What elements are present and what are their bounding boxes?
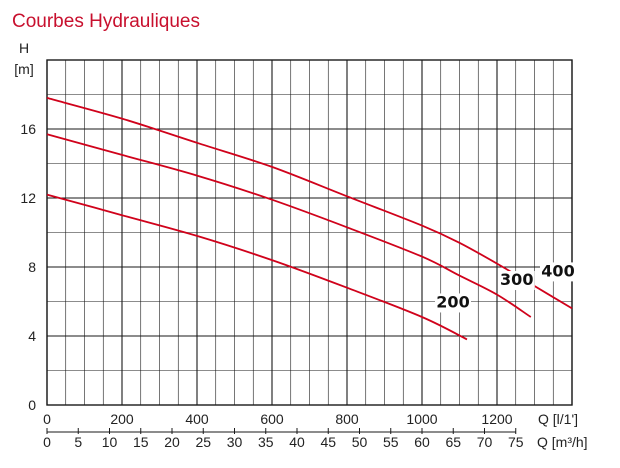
x-tick-label-secondary: 45 — [320, 434, 336, 450]
y-tick-label: 8 — [28, 259, 36, 275]
curve-label-200: 200 — [436, 292, 469, 311]
x-tick-label-secondary: 60 — [414, 434, 430, 450]
x-tick-label-secondary: 55 — [383, 434, 399, 450]
x-axis-primary-label: Q [l/1'] — [538, 411, 578, 427]
grid — [46, 59, 573, 406]
x-tick-label-secondary: 70 — [477, 434, 493, 450]
x-tick-label-secondary: 35 — [258, 434, 274, 450]
x-tick-label-secondary: 15 — [133, 434, 149, 450]
curve-label-bg — [498, 271, 535, 291]
x-tick-label-primary: 600 — [260, 411, 284, 427]
x-tick-label-secondary: 65 — [445, 434, 461, 450]
x-tick-label-primary: 400 — [185, 411, 209, 427]
y-axis-unit: [m] — [14, 61, 33, 77]
x-tick-label-secondary: 10 — [102, 434, 118, 450]
x-tick-label-secondary: 20 — [164, 434, 180, 450]
x-tick-label-primary: 200 — [110, 411, 134, 427]
curve-label-300: 300 — [500, 270, 533, 289]
x-tick-label-primary: 1200 — [481, 411, 512, 427]
x-tick-label-secondary: 40 — [289, 434, 305, 450]
x-tick-label-secondary: 25 — [195, 434, 211, 450]
x-tick-label-secondary: 75 — [508, 434, 524, 450]
y-tick-label: 4 — [28, 328, 36, 344]
x-tick-label-secondary: 30 — [227, 434, 243, 450]
y-axis-label: H — [19, 40, 29, 56]
x-tick-label-primary: 800 — [335, 411, 359, 427]
y-tick-label: 16 — [20, 121, 36, 137]
axis-ticks: 0 4 8 12 16 0 200 400 600 800 1000 1200 0 5 10 15 20 25 30… — [20, 121, 523, 450]
y-tick-label: 0 — [28, 397, 36, 413]
curve-200 — [46, 193, 468, 341]
x-axis-secondary-label: Q [m³/h] — [537, 434, 588, 450]
chart-title: Courbes Hydrauliques — [12, 11, 200, 32]
curve-label-bg — [540, 262, 576, 282]
curves: 400 300 200 — [46, 97, 576, 341]
curve-label-bg — [435, 293, 471, 313]
y-tick-label: 12 — [20, 190, 36, 206]
x-tick-label-secondary: 50 — [352, 434, 368, 450]
x-tick-label-secondary: 5 — [74, 434, 82, 450]
x-tick-label-primary: 1000 — [406, 411, 437, 427]
x-tick-label-secondary: 0 — [43, 434, 51, 450]
plot-frame — [46, 59, 573, 406]
curve-300 — [46, 133, 532, 318]
x-tick-label-primary: 0 — [43, 411, 51, 427]
curve-label-400: 400 — [541, 261, 574, 280]
